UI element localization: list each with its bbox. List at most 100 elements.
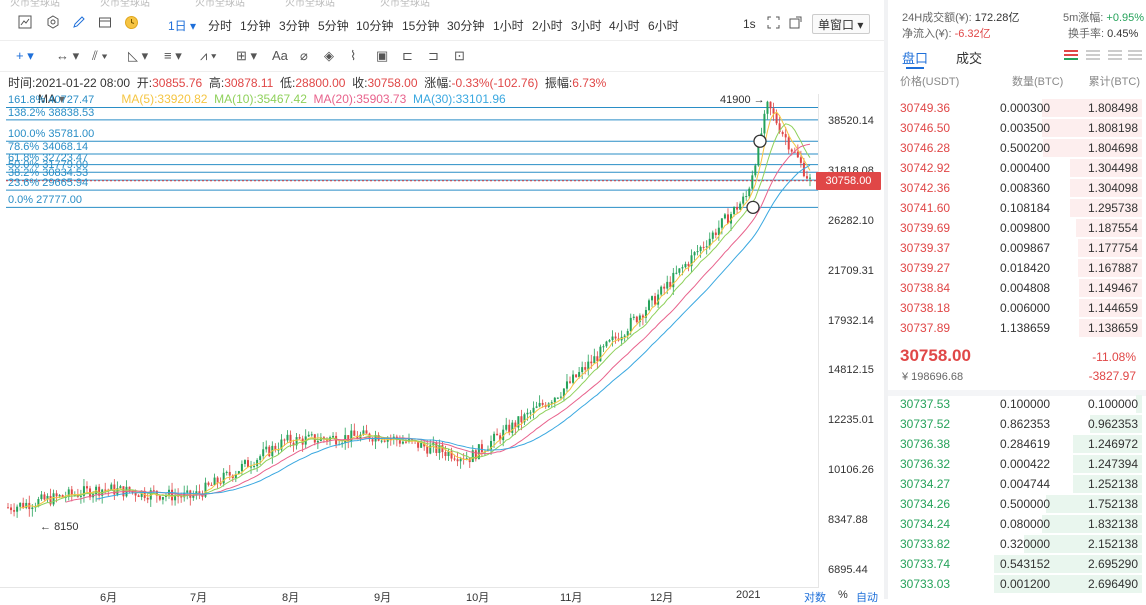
top-strip-item[interactable]: 火币全球站 [10, 0, 60, 8]
bid-row[interactable]: 30736.32 0.000422 1.247394 [888, 454, 1146, 474]
single-window-select[interactable]: 单窗口 ▾ [812, 14, 870, 34]
ask-qty: 0.018420 [1000, 261, 1051, 275]
popout-icon[interactable] [786, 15, 804, 33]
lock-tool-icon[interactable]: ▣ [376, 48, 389, 63]
candle-body [535, 406, 538, 408]
line-chart-icon[interactable] [16, 15, 34, 33]
period-timeshare[interactable]: 分时 [208, 19, 233, 33]
bid-row[interactable]: 30737.53 0.100000 0.100000 [888, 394, 1146, 414]
period-15m[interactable]: 15分钟 [402, 19, 440, 33]
top-strip-item[interactable]: 火币全球站 [100, 0, 150, 8]
ask-price: 30746.28 [900, 141, 951, 155]
book-both-view-icon[interactable] [1064, 50, 1078, 62]
bid-total: 1.246972 [1087, 437, 1138, 451]
ask-row[interactable]: 30742.92 0.000400 1.304498 [888, 158, 1146, 178]
ask-total: 1.295738 [1087, 201, 1138, 215]
angle-tool-icon[interactable]: ◺ ▾ [128, 48, 149, 63]
percent-scale-toggle[interactable]: % [838, 589, 848, 601]
candle-body [739, 203, 742, 210]
time-axis-line [0, 587, 818, 588]
book-asks-view-icon[interactable] [1086, 50, 1100, 62]
bid-row[interactable]: 30733.74 0.543152 2.695290 [888, 554, 1146, 574]
ma-label[interactable]: MA [38, 92, 56, 106]
eraser-tool-icon[interactable]: ◈ [324, 48, 334, 63]
copy-tool-icon[interactable]: ⊐ [428, 48, 439, 63]
period-3h[interactable]: 3小时 [571, 19, 602, 33]
top-strip-item[interactable]: 火币全球站 [380, 0, 430, 8]
candlestick-plot[interactable] [0, 94, 818, 588]
ask-row[interactable]: 30741.60 0.108184 1.295738 [888, 198, 1146, 218]
grid-tool-icon[interactable]: ⊞ ▾ [236, 48, 258, 63]
book-bids-view-icon[interactable] [1108, 50, 1122, 62]
measure-tool-icon[interactable]: ⌀ [300, 48, 308, 63]
settings-icon[interactable] [44, 15, 62, 33]
text-tool-icon[interactable]: Aa [272, 48, 288, 63]
bid-row[interactable]: 30734.24 0.080000 1.832138 [888, 514, 1146, 534]
ask-qty: 1.138659 [1000, 321, 1051, 335]
pencil-icon[interactable] [70, 15, 88, 33]
candle-body [158, 495, 161, 500]
period-10m[interactable]: 10分钟 [356, 19, 394, 33]
auto-scale-toggle[interactable]: 自动 [856, 592, 878, 604]
hide-tool-icon[interactable]: ⊏ [402, 48, 413, 63]
calendar-icon[interactable] [96, 15, 114, 33]
period-5m[interactable]: 5分钟 [318, 19, 349, 33]
period-3m[interactable]: 3分钟 [279, 19, 310, 33]
top-strip-item[interactable]: 火币全球站 [285, 0, 335, 8]
book-depth-view-icon[interactable] [1128, 50, 1142, 62]
candle-body [565, 381, 568, 389]
bid-price: 30733.03 [900, 577, 951, 591]
fib-tool-icon[interactable]: ≡ ▾ [164, 48, 182, 63]
period-2h[interactable]: 2小时 [532, 19, 563, 33]
tab-trades[interactable]: 成交 [956, 51, 983, 66]
bid-row[interactable]: 30734.27 0.004744 1.252138 [888, 474, 1146, 494]
ask-row[interactable]: 30738.18 0.006000 1.144659 [888, 298, 1146, 318]
bid-qty: 0.862353 [1000, 417, 1051, 431]
candle-body [629, 317, 632, 332]
bid-row[interactable]: 30734.26 0.500000 1.752138 [888, 494, 1146, 514]
candle-body [754, 165, 757, 176]
fullscreen-icon[interactable] [764, 15, 782, 33]
ask-row[interactable]: 30737.89 1.138659 1.138659 [888, 318, 1146, 338]
period-4h[interactable]: 4小时 [609, 19, 640, 33]
top-strip-item[interactable]: 火币全球站 [195, 0, 245, 8]
panel-divider[interactable] [884, 0, 888, 599]
candle-body [572, 374, 575, 383]
candle-body [228, 471, 231, 476]
ask-row[interactable]: 30739.69 0.009800 1.187554 [888, 218, 1146, 238]
clock-icon[interactable] [122, 15, 140, 33]
ask-row[interactable]: 30739.27 0.018420 1.167887 [888, 258, 1146, 278]
delete-tool-icon[interactable]: ⊡ [454, 48, 465, 63]
candle-body [22, 502, 25, 508]
bid-row[interactable]: 30733.82 0.320000 2.152138 [888, 534, 1146, 554]
period-30m[interactable]: 30分钟 [447, 19, 485, 33]
ask-row[interactable]: 30738.84 0.004808 1.149467 [888, 278, 1146, 298]
ask-row[interactable]: 30746.28 0.500200 1.804698 [888, 138, 1146, 158]
bid-row[interactable]: 30736.38 0.284619 1.246972 [888, 434, 1146, 454]
ask-row[interactable]: 30742.36 0.008360 1.304098 [888, 178, 1146, 198]
period-6h[interactable]: 6小时 [648, 19, 679, 33]
period-1h[interactable]: 1小时 [493, 19, 524, 33]
period-1m[interactable]: 1分钟 [240, 19, 271, 33]
wave-tool-icon[interactable]: ⩘ ▾ [200, 48, 217, 63]
tab-order-book[interactable]: 盘口 [902, 51, 929, 66]
bid-row[interactable]: 30737.52 0.862353 0.962353 [888, 414, 1146, 434]
change-percent: -11.08% [1092, 350, 1136, 364]
period-1d[interactable]: 1日 ▾ [168, 19, 197, 33]
ray-tool-icon[interactable]: ↔ ▾ [56, 48, 80, 63]
depth-bar [1041, 515, 1142, 533]
range-label[interactable]: 1s [743, 17, 756, 31]
channel-tool-icon[interactable]: ⫽ ▾ [92, 48, 108, 63]
magnet-tool-icon[interactable]: ⌇ [350, 48, 357, 63]
candle-body [581, 367, 584, 373]
bid-row[interactable]: 30733.03 0.001200 2.696490 [888, 574, 1146, 594]
candle-body [253, 465, 256, 467]
candle-body [131, 491, 134, 493]
candle-body [590, 361, 593, 364]
candle-body [426, 446, 429, 454]
ask-row[interactable]: 30749.36 0.000300 1.808498 [888, 98, 1146, 118]
crosshair-tool-icon[interactable]: + ▾ [16, 48, 34, 63]
log-scale-toggle[interactable]: 对数 [804, 592, 826, 604]
ask-row[interactable]: 30746.50 0.003500 1.808198 [888, 118, 1146, 138]
ask-row[interactable]: 30739.37 0.009867 1.177754 [888, 238, 1146, 258]
